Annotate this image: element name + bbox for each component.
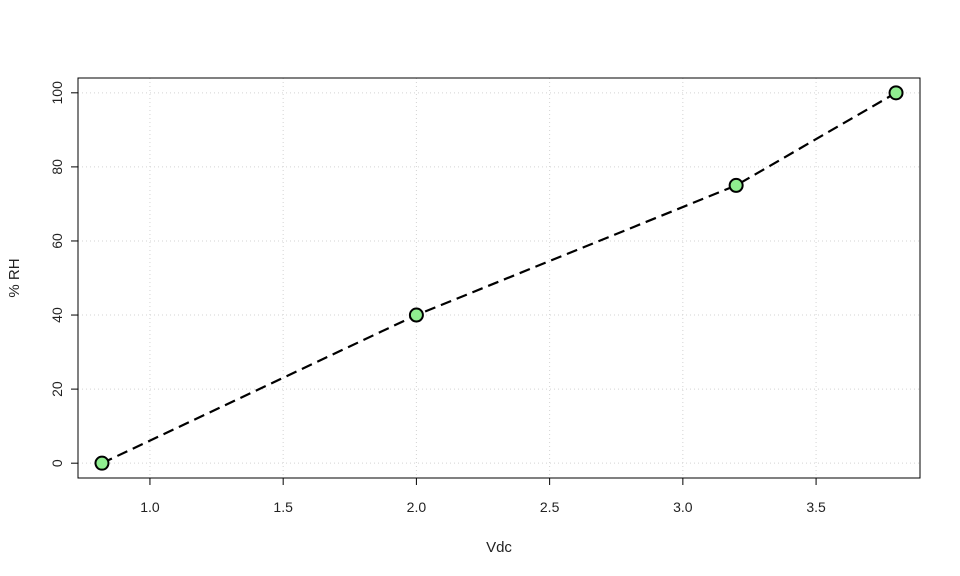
x-tick-label: 3.5 <box>806 499 826 515</box>
y-tick-label: 80 <box>49 159 65 175</box>
data-point <box>888 85 904 101</box>
data-point <box>94 455 110 471</box>
y-tick-label: 20 <box>49 381 65 397</box>
y-tick-label: 40 <box>49 307 65 323</box>
y-tick-label: 0 <box>49 459 65 467</box>
grid-lines <box>78 78 920 478</box>
x-tick-label: 2.0 <box>407 499 427 515</box>
x-tick-label: 1.0 <box>140 499 160 515</box>
data-point <box>728 177 744 193</box>
axes: 1.0 1.5 2.0 2.5 3.0 3.5 0 20 40 60 80 100 <box>49 81 826 515</box>
x-axis-label: Vdc <box>486 539 512 556</box>
x-tick-label: 3.0 <box>673 499 693 515</box>
x-tick-label: 1.5 <box>273 499 293 515</box>
x-tick-label: 2.5 <box>540 499 560 515</box>
data-point <box>408 307 424 323</box>
series-layer <box>94 85 904 471</box>
y-tick-label: 60 <box>49 233 65 249</box>
y-tick-label: 100 <box>49 81 65 105</box>
y-axis-label: % RH <box>6 258 23 297</box>
series-line <box>101 91 897 465</box>
